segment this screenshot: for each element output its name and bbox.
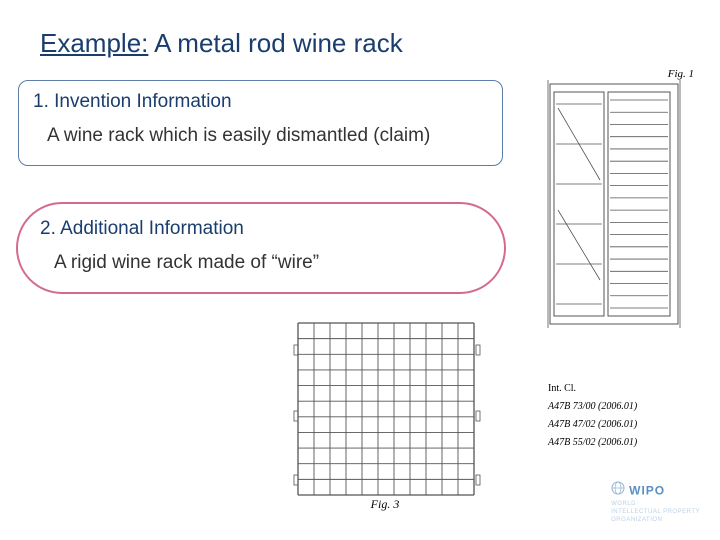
additional-info-box: 2. Additional Information A rigid wine r… <box>16 202 506 294</box>
wipo-logo-block: WIPO WORLD INTELLECTUAL PROPERTY ORGANIZ… <box>611 481 700 524</box>
code-row: A47B 47/02 (2006.01) <box>548 416 637 434</box>
figure-1-drawing <box>530 70 700 330</box>
invention-info-body: A wine rack which is easily dismantled (… <box>47 125 488 147</box>
figure-3-label: Fig. 3 <box>371 497 400 512</box>
slide-title: Example: A metal rod wine rack <box>40 28 403 59</box>
title-prefix: Example: <box>40 28 148 58</box>
invention-info-box: 1. Invention Information A wine rack whi… <box>18 80 503 166</box>
figure-1-label: Fig. 1 <box>668 68 694 80</box>
figure-3-drawing <box>270 315 500 510</box>
wipo-globe-icon <box>611 481 625 500</box>
figure-3: Fig. 3 <box>270 315 500 510</box>
wipo-sub3: ORGANIZATION <box>611 516 700 524</box>
invention-info-heading: 1. Invention Information <box>33 91 488 113</box>
classification-codes: Int. Cl. A47B 73/00 (2006.01) A47B 47/02… <box>548 380 637 452</box>
figure-1: Fig. 1 <box>530 70 700 330</box>
additional-info-body: A rigid wine rack made of “wire” <box>54 252 482 274</box>
title-rest: A metal rod wine rack <box>148 28 402 58</box>
wipo-sub2: INTELLECTUAL PROPERTY <box>611 508 700 516</box>
additional-info-heading: 2. Additional Information <box>40 218 482 240</box>
wipo-main: WIPO <box>629 484 665 498</box>
wipo-sub1: WORLD <box>611 500 700 508</box>
code-row: A47B 55/02 (2006.01) <box>548 434 637 452</box>
codes-header: Int. Cl. <box>548 380 637 398</box>
code-row: A47B 73/00 (2006.01) <box>548 398 637 416</box>
